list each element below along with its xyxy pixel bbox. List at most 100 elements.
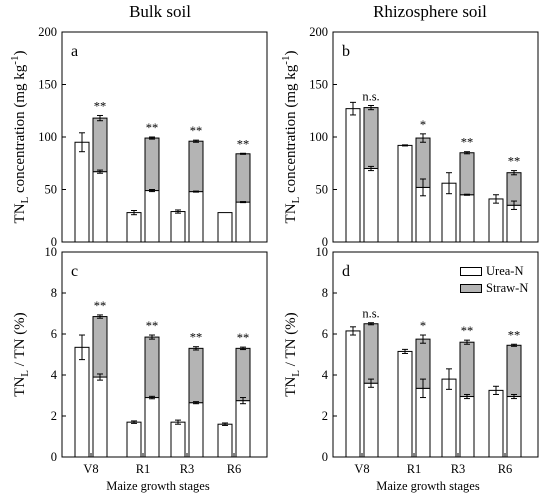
x-tick-label-c-R6: R6: [227, 462, 242, 476]
panel-b: 0 50 100 150 200 b TNL concentration (mg kg-1)…: [280, 25, 539, 249]
y-tick-label-c-4: 8: [51, 286, 57, 300]
significance-label-b-R3: **: [461, 136, 474, 150]
bulk-soil-title: Bulk soil: [129, 2, 191, 21]
bar-stack-urea-d-R1: [415, 387, 431, 458]
rhizosphere-soil-title: Rhizosphere soil: [373, 2, 487, 21]
significance-label-a-R3: **: [190, 124, 203, 138]
y-axis-label-a: TNL concentration (mg kg-1): [9, 51, 31, 224]
plot-frame-d: [332, 251, 539, 458]
y-tick-label-b-2: 100: [309, 130, 328, 144]
significance-label-c-V8: **: [94, 299, 107, 313]
plot-frame-c: [61, 251, 268, 458]
panel-c: 0 2 4 6 8 10 c TNL / TN (%) ** V8 ** R1 ** R3 ** R6: [12, 245, 268, 476]
panel-d: 0 2 4 6 8 10 d TNL / TN (%) n.s. V8 * R1 ** R3 ** R6: [283, 245, 539, 476]
bar-urea-d-R6: [488, 389, 504, 458]
legend-item-straw-n: Straw-N: [460, 280, 528, 297]
y-tick-label-c-1: 2: [51, 409, 57, 423]
legend: Urea-N Straw-N: [460, 263, 528, 297]
bar-stack-urea-a-V8: [92, 171, 108, 243]
bar-urea-d-R1: [397, 350, 413, 458]
y-tick-label-b-4: 200: [309, 25, 328, 39]
legend-swatch-urea-n: [460, 267, 482, 276]
x-tick-label-d-R1: R1: [407, 462, 422, 476]
significance-label-d-V8: n.s.: [362, 307, 379, 321]
legend-item-urea-n: Urea-N: [460, 263, 528, 280]
y-tick-label-c-2: 4: [51, 368, 58, 382]
bar-stack-urea-c-R1: [144, 397, 160, 458]
significance-label-c-R3: **: [190, 331, 203, 345]
x-tick-label-d-V8: V8: [354, 462, 369, 476]
y-tick-label-a-4: 200: [38, 25, 57, 39]
bar-stack-straw-a-R3: [188, 140, 204, 193]
significance-label-c-R6: **: [237, 331, 250, 345]
bar-stack-straw-b-R6: [506, 172, 522, 206]
bar-urea-c-R6: [217, 423, 233, 458]
y-tick-label-b-1: 50: [316, 183, 329, 197]
y-tick-label-c-5: 10: [45, 245, 58, 259]
y-axis-label-b: TNL concentration (mg kg-1): [280, 51, 302, 224]
x-tick-label-d-R6: R6: [498, 462, 513, 476]
bar-stack-straw-d-R6: [506, 344, 522, 398]
panel-letter-b: b: [342, 43, 350, 60]
y-tick-label-a-1: 50: [45, 183, 58, 197]
y-tick-label-a-2: 100: [38, 130, 57, 144]
y-tick-label-d-2: 4: [322, 368, 329, 382]
significance-label-b-R6: **: [508, 155, 521, 169]
legend-swatch-straw-n: [460, 284, 482, 293]
bar-urea-a-R3: [170, 211, 186, 243]
bar-urea-b-R6: [488, 198, 504, 243]
bar-stack-urea-d-R6: [506, 396, 522, 458]
bar-urea-a-R1: [126, 212, 142, 243]
bar-urea-b-V8: [345, 108, 361, 243]
bar-urea-c-R1: [126, 421, 142, 458]
bar-stack-straw-c-V8: [92, 316, 108, 378]
bar-stack-straw-c-R3: [188, 347, 204, 404]
bar-stack-urea-b-R6: [506, 204, 522, 243]
y-tick-label-c-3: 6: [51, 327, 57, 341]
bar-stack-urea-d-R3: [459, 396, 475, 458]
significance-label-a-V8: **: [94, 99, 107, 113]
significance-label-a-R1: **: [146, 121, 159, 135]
panel-letter-c: c: [71, 263, 78, 280]
bar-stack-urea-d-V8: [363, 382, 379, 458]
bar-urea-a-R6: [217, 212, 233, 243]
y-tick-label-b-0: 0: [322, 235, 328, 249]
x-tick-label-c-V8: V8: [83, 462, 98, 476]
x-tick-label-c-R3: R3: [180, 462, 195, 476]
bar-stack-straw-a-V8: [92, 117, 108, 173]
bar-stack-straw-d-R3: [459, 341, 475, 398]
y-tick-label-b-3: 150: [309, 78, 328, 92]
significance-label-b-V8: n.s.: [362, 90, 379, 104]
bar-stack-urea-a-R1: [144, 190, 160, 243]
y-tick-label-a-0: 0: [51, 235, 57, 249]
bar-stack-urea-a-R6: [235, 201, 251, 243]
x-axis-title-left: Maize growth stages: [106, 479, 210, 493]
bar-stack-straw-a-R1: [144, 137, 160, 192]
bar-urea-c-R3: [170, 421, 186, 458]
y-tick-label-d-4: 8: [322, 286, 328, 300]
x-axis-title-right: Maize growth stages: [376, 479, 480, 493]
bar-stack-straw-c-R6: [235, 347, 251, 402]
x-tick-label-d-R3: R3: [451, 462, 466, 476]
bar-stack-straw-b-V8: [363, 107, 379, 169]
bar-stack-straw-a-R6: [235, 153, 251, 203]
panel-letter-a: a: [71, 43, 78, 60]
y-tick-label-d-3: 6: [322, 327, 328, 341]
y-axis-label-c: TNL / TN (%): [12, 312, 31, 396]
panel-letter-d: d: [342, 263, 350, 280]
bar-stack-straw-d-V8: [363, 323, 379, 384]
legend-label-urea-n: Urea-N: [486, 264, 524, 278]
significance-label-d-R6: **: [508, 328, 521, 342]
bar-stack-straw-c-R1: [144, 336, 160, 399]
significance-label-b-R1: *: [420, 118, 426, 132]
bar-stack-straw-b-R3: [459, 152, 475, 196]
bar-urea-c-V8: [74, 346, 90, 458]
significance-label-d-R1: *: [420, 319, 426, 333]
bar-stack-urea-c-R6: [235, 400, 251, 458]
y-tick-label-a-3: 150: [38, 78, 57, 92]
y-tick-label-d-0: 0: [322, 450, 328, 464]
bar-urea-d-V8: [345, 330, 361, 458]
bar-stack-urea-c-R3: [188, 402, 204, 458]
y-tick-label-d-5: 10: [316, 245, 329, 259]
